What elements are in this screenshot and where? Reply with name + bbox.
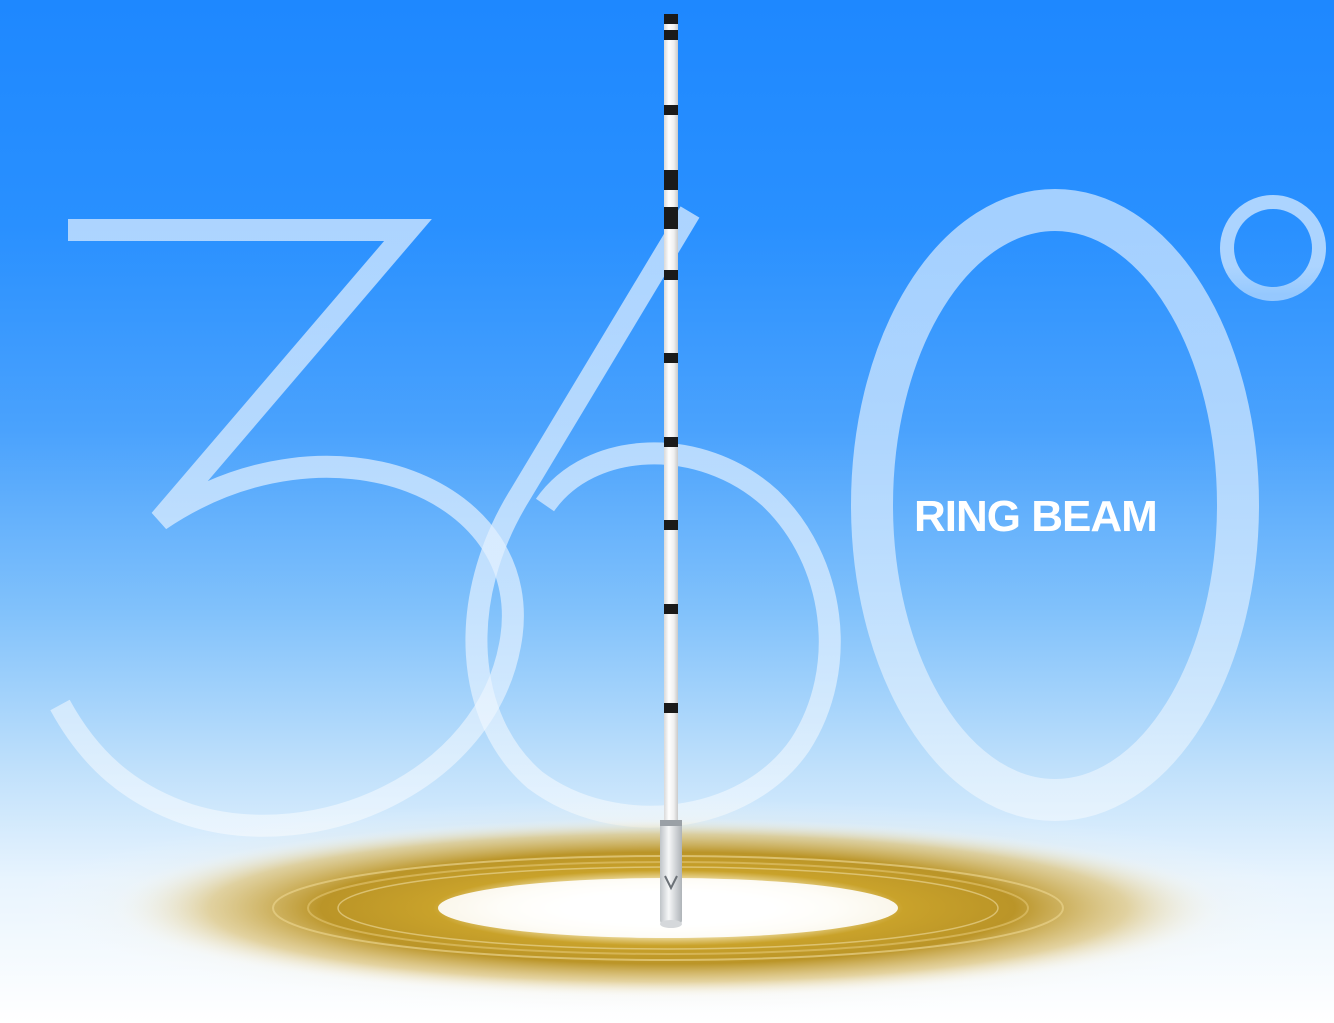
ring-beam-label: RING BEAM	[914, 492, 1158, 541]
degree-symbol	[1220, 195, 1326, 301]
digit-zero	[851, 189, 1259, 821]
digit-three	[50, 219, 524, 837]
antenna-icon	[660, 14, 682, 928]
digit-six	[465, 206, 841, 828]
